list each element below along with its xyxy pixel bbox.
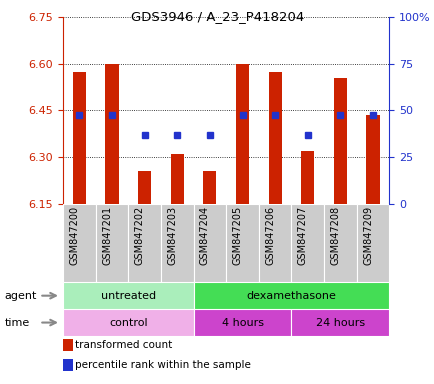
Bar (193, 204, 226, 282)
Text: GSM847204: GSM847204 (200, 206, 209, 265)
Bar (203, 171, 216, 204)
Text: GSM847203: GSM847203 (167, 206, 177, 265)
Bar (258, 204, 291, 282)
Bar (323, 204, 356, 282)
Bar (95, 204, 128, 282)
Text: control: control (109, 318, 147, 328)
Bar (72, 71, 85, 204)
Bar (63, 204, 95, 282)
Bar (138, 171, 151, 204)
Text: GSM847209: GSM847209 (362, 206, 372, 265)
Bar (226, 204, 258, 282)
Text: time: time (4, 318, 30, 328)
Text: untreated: untreated (101, 291, 155, 301)
Bar (193, 309, 291, 336)
Text: GSM847208: GSM847208 (330, 206, 339, 265)
Text: GSM847205: GSM847205 (232, 206, 242, 265)
Bar (63, 282, 193, 309)
Bar (300, 151, 313, 204)
Bar (193, 282, 388, 309)
Text: GSM847201: GSM847201 (102, 206, 112, 265)
Text: 24 hours: 24 hours (315, 318, 364, 328)
Text: GDS3946 / A_23_P418204: GDS3946 / A_23_P418204 (131, 10, 303, 23)
Bar (63, 309, 193, 336)
Bar (291, 204, 323, 282)
Text: 4 hours: 4 hours (221, 318, 263, 328)
Text: transformed count: transformed count (75, 340, 172, 350)
Bar (365, 115, 378, 204)
Bar (235, 64, 248, 204)
Bar (128, 204, 161, 282)
Bar (356, 204, 388, 282)
Text: GSM847207: GSM847207 (297, 206, 307, 265)
Bar (333, 78, 346, 204)
Text: agent: agent (4, 291, 36, 301)
Text: dexamethasone: dexamethasone (246, 291, 335, 301)
Bar (268, 71, 281, 204)
Bar (105, 64, 118, 204)
Text: GSM847206: GSM847206 (265, 206, 274, 265)
Bar (161, 204, 193, 282)
Bar (291, 309, 388, 336)
Text: percentile rank within the sample: percentile rank within the sample (75, 360, 250, 370)
Text: GSM847202: GSM847202 (135, 206, 144, 265)
Bar (170, 154, 183, 204)
Text: GSM847200: GSM847200 (69, 206, 79, 265)
